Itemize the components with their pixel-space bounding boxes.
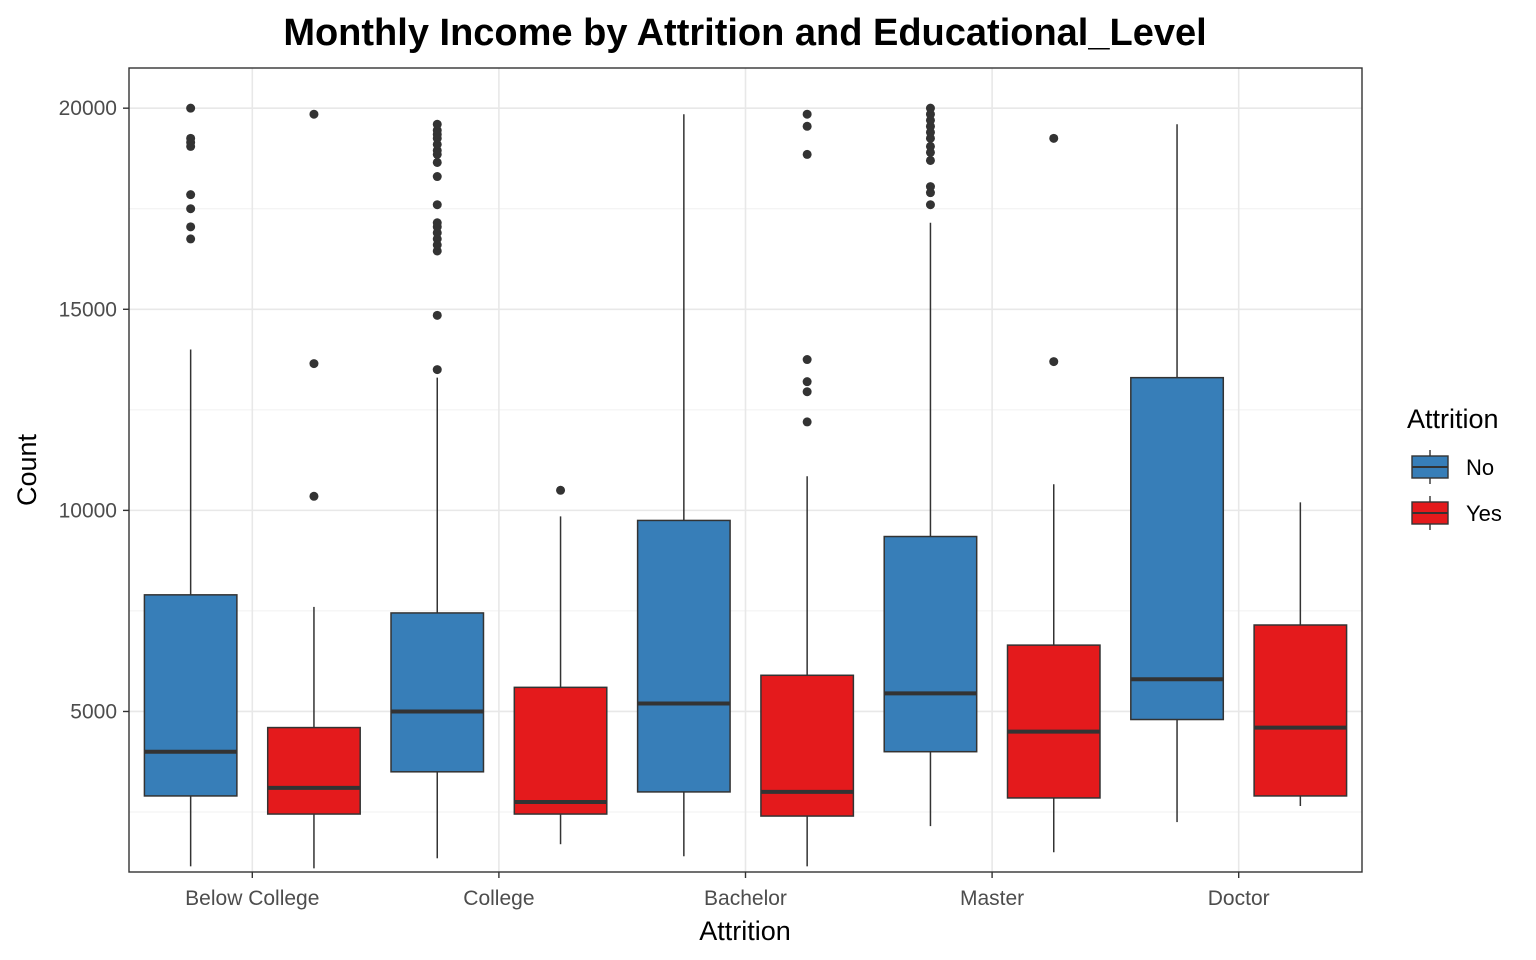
outlier-point <box>802 149 812 159</box>
outlier-point <box>309 491 319 501</box>
outlier-point <box>925 200 935 210</box>
legend: Attrition No Yes <box>1407 404 1502 530</box>
x-tick-label: Master <box>960 887 1024 910</box>
y-tick-label: 15000 <box>59 298 117 321</box>
box-body <box>636 519 731 793</box>
outlier-point <box>925 103 935 113</box>
box-series <box>143 103 1348 869</box>
outlier-point <box>802 377 812 387</box>
x-tick-label: Below College <box>185 887 319 910</box>
box-yes-doctor <box>1253 502 1348 806</box>
outlier-point <box>802 121 812 131</box>
outlier-point <box>186 103 196 113</box>
box-yes-college <box>513 485 608 845</box>
outlier-point <box>186 204 196 214</box>
box-no-doctor <box>1130 124 1225 823</box>
outlier-point <box>802 355 812 365</box>
legend-item-no: No <box>1411 450 1494 484</box>
y-tick-label: 20000 <box>59 97 117 120</box>
y-tick-label: 10000 <box>59 499 117 522</box>
outlier-point <box>432 157 442 167</box>
box-no-below-college <box>143 103 238 867</box>
box-body <box>143 594 238 797</box>
outlier-point <box>1049 133 1059 143</box>
chart-title: Monthly Income by Attrition and Educatio… <box>283 12 1206 54</box>
legend-label: No <box>1466 455 1494 480</box>
outlier-point <box>556 485 566 495</box>
box-body <box>513 686 608 815</box>
outlier-point <box>432 119 442 129</box>
x-tick-label: Doctor <box>1208 887 1270 910</box>
outlier-point <box>925 182 935 192</box>
series-no <box>143 103 1225 867</box>
outlier-point <box>309 109 319 119</box>
outlier-point <box>432 310 442 320</box>
outlier-point <box>432 365 442 375</box>
outlier-point <box>802 109 812 119</box>
outlier-point <box>186 234 196 244</box>
outlier-point <box>432 200 442 210</box>
outlier-point <box>186 133 196 143</box>
outlier-point <box>432 218 442 228</box>
outlier-point <box>802 417 812 427</box>
box-yes-bachelor <box>760 109 855 867</box>
x-tick-label: College <box>463 887 534 910</box>
series-yes <box>266 109 1348 869</box>
box-body <box>390 612 485 773</box>
outlier-point <box>802 387 812 397</box>
x-tick-label: Bachelor <box>704 887 787 910</box>
box-body <box>1253 624 1348 797</box>
outlier-point <box>925 155 935 165</box>
outlier-point <box>186 190 196 200</box>
x-axis-title: Attrition <box>699 916 791 946</box>
box-body <box>760 674 855 817</box>
outlier-point <box>309 359 319 369</box>
box-body <box>266 726 361 815</box>
y-tick-label: 5000 <box>70 700 117 723</box>
box-yes-below-college <box>266 109 361 869</box>
box-no-master <box>883 103 978 827</box>
box-body <box>1006 644 1101 799</box>
outlier-point <box>186 222 196 232</box>
y-axis-title: Count <box>12 433 42 506</box>
outlier-point <box>1049 357 1059 367</box>
box-body <box>883 535 978 753</box>
outlier-point <box>432 172 442 182</box>
legend-item-yes: Yes <box>1411 496 1502 530</box>
box-no-bachelor <box>636 114 731 857</box>
legend-title: Attrition <box>1407 404 1499 434</box>
box-yes-master <box>1006 133 1101 853</box>
legend-label: Yes <box>1466 501 1502 526</box>
grid-lines <box>129 68 1362 872</box>
outlier-point <box>925 141 935 151</box>
box-body <box>1130 376 1225 721</box>
axes: 5000 10000 15000 20000 Below College College B… <box>59 97 1270 910</box>
box-no-college <box>390 119 485 859</box>
